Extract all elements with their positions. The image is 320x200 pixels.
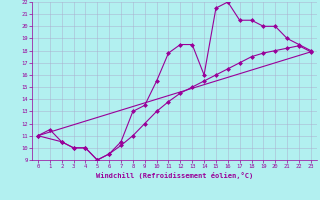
X-axis label: Windchill (Refroidissement éolien,°C): Windchill (Refroidissement éolien,°C) <box>96 172 253 179</box>
